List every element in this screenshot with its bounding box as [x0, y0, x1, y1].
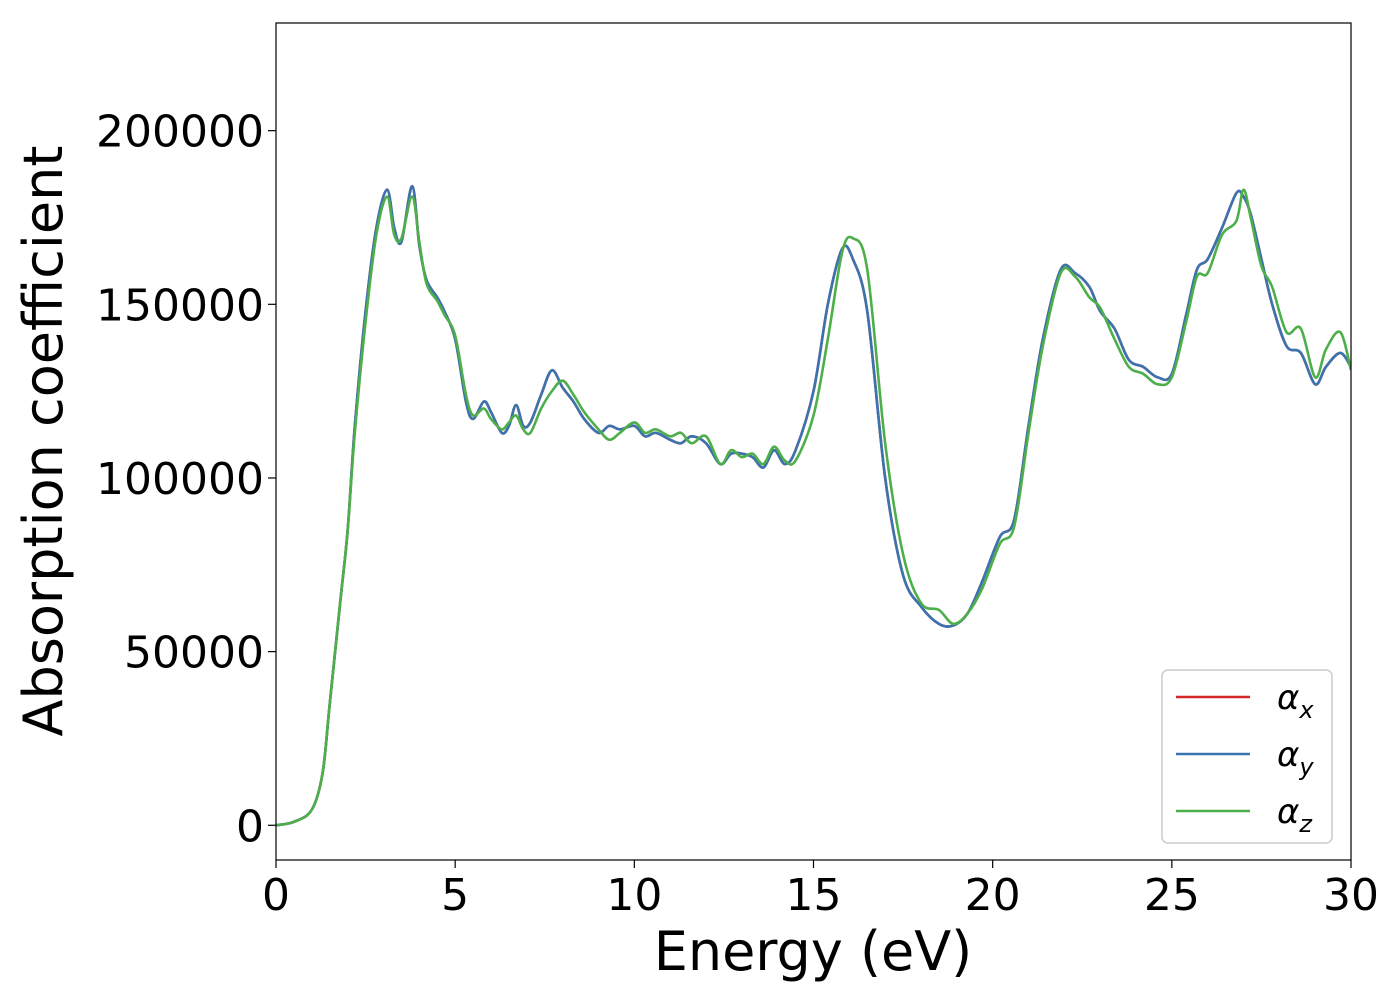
legend: αx αy αz [1161, 669, 1333, 844]
legend-box [1161, 669, 1333, 844]
y-axis: 0 50000 100000 150000 200000 [96, 107, 276, 852]
legend-label-z: αz [1277, 792, 1313, 838]
series-layer [276, 184, 1351, 827]
x-tick-label: 25 [1144, 870, 1200, 921]
y-tick-label: 200000 [96, 107, 264, 158]
x-tick-label: 20 [965, 870, 1021, 921]
x-axis-title: Energy (eV) [654, 920, 973, 983]
y-axis-title: Absorption coefficient [12, 146, 75, 737]
y-tick-label: 50000 [124, 628, 264, 679]
x-tick-label: 10 [606, 870, 662, 921]
series-line-z [276, 188, 1351, 827]
x-tick-label: 0 [262, 870, 290, 921]
y-tick-label: 150000 [96, 280, 264, 331]
x-tick-label: 30 [1323, 870, 1379, 921]
x-tick-label: 5 [441, 870, 469, 921]
legend-label-y: αy [1277, 735, 1314, 781]
y-tick-label: 100000 [96, 454, 264, 505]
y-tick-label: 0 [236, 801, 264, 852]
x-tick-label: 15 [786, 870, 842, 921]
x-axis: 0 5 10 15 20 25 30 [262, 860, 1379, 921]
legend-label-x: αx [1277, 678, 1314, 724]
